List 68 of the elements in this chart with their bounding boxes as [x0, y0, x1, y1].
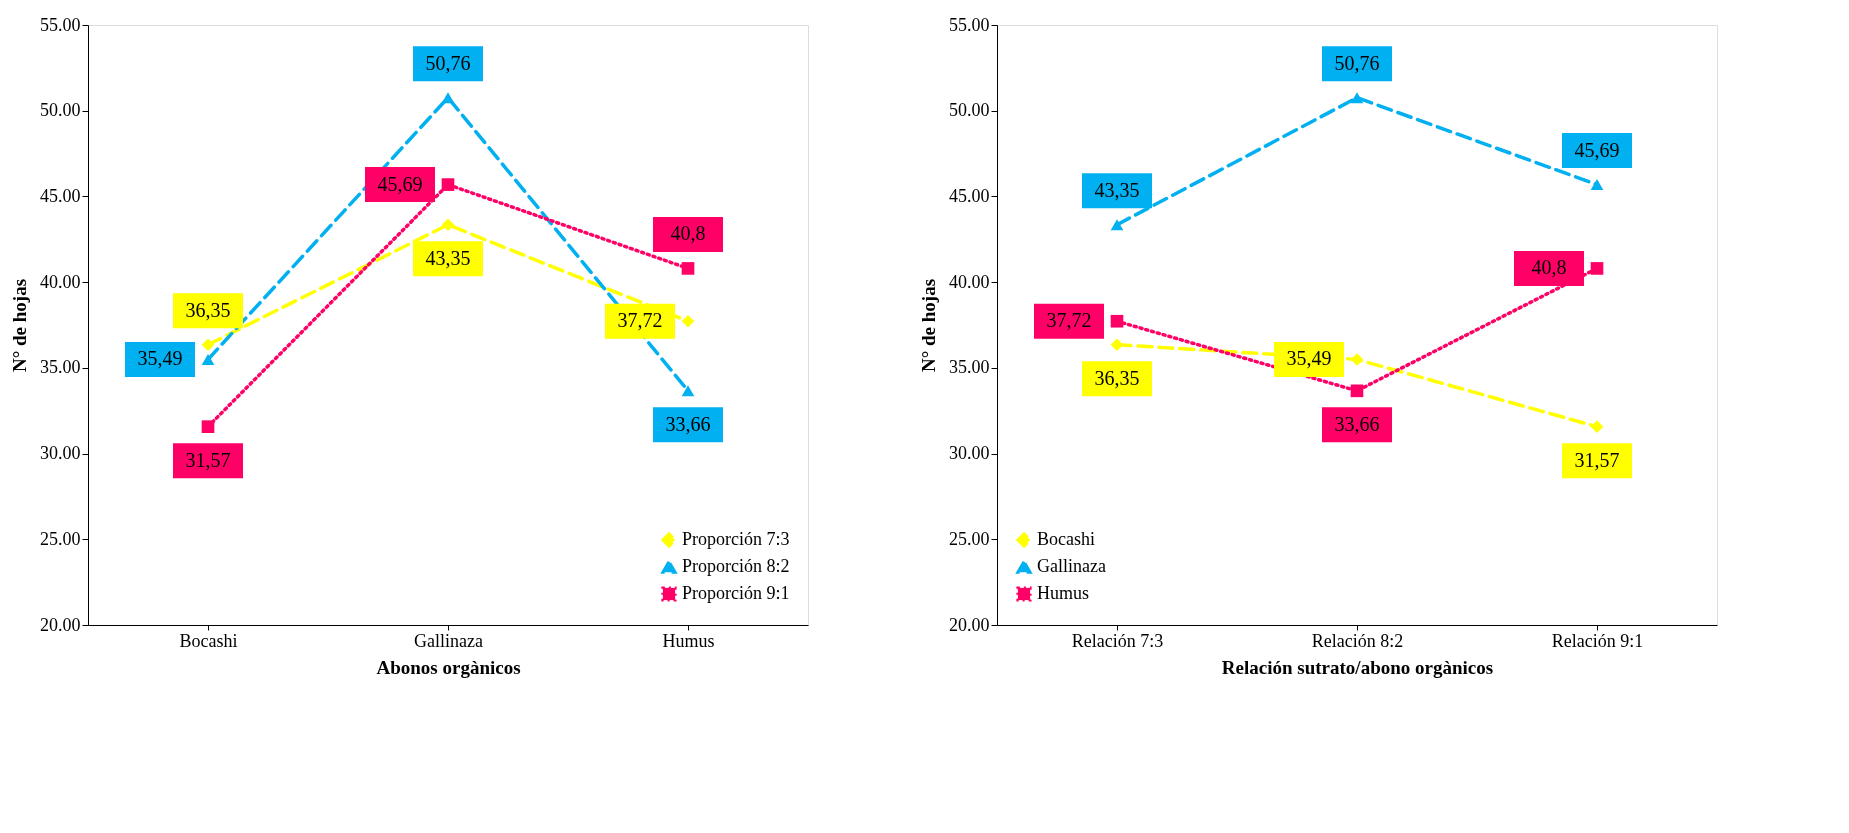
- data-label: 36,35: [1094, 366, 1140, 389]
- y-tick-label: 40.00: [40, 271, 81, 292]
- x-tick-label: Relación 9:1: [1551, 630, 1644, 651]
- data-label: 50,76: [425, 51, 471, 74]
- legend-label: Humus: [1037, 583, 1090, 603]
- point: [1590, 420, 1604, 433]
- legend-label: Proporción 9:1: [682, 583, 790, 603]
- point: [201, 338, 215, 352]
- y-tick-label: 20.00: [40, 614, 81, 635]
- y-tick-label: 25.00: [40, 528, 81, 549]
- point: [1350, 92, 1364, 104]
- y-tick-label: 35.00: [949, 357, 990, 378]
- data-label: 31,57: [1574, 448, 1620, 471]
- y-tick-label: 35.00: [40, 357, 81, 378]
- point: [1350, 353, 1364, 366]
- data-label: 45,69: [1574, 138, 1620, 161]
- data-label: 45,69: [377, 172, 423, 195]
- x-tick-label: Relación 7:3: [1071, 630, 1164, 651]
- legend-label: Proporción 7:3: [682, 529, 790, 549]
- data-label: 36,35: [185, 298, 231, 321]
- y-tick-label: 45.00: [949, 185, 990, 206]
- x-tick-label: Relación 8:2: [1311, 630, 1404, 651]
- point: [441, 218, 455, 232]
- y-tick-label: 50.00: [949, 100, 990, 121]
- point: [681, 385, 695, 397]
- x-axis-title: Abonos orgànicos: [376, 656, 521, 678]
- point: [441, 92, 455, 104]
- point: [1110, 338, 1124, 352]
- data-label: 31,57: [185, 448, 231, 471]
- point: [1350, 384, 1364, 398]
- point: [201, 420, 215, 433]
- legend-label: Bocashi: [1037, 529, 1095, 549]
- data-label: 40,8: [670, 222, 706, 245]
- x-tick-label: Humus: [662, 630, 715, 651]
- y-tick-label: 45.00: [40, 185, 81, 206]
- point: [1110, 314, 1124, 328]
- data-label: 43,35: [1094, 178, 1140, 201]
- y-tick-label: 20.00: [949, 614, 990, 635]
- y-tick-label: 30.00: [40, 443, 81, 464]
- x-tick-label: Gallinaza: [414, 630, 483, 651]
- y-axis-title: N° de hojas: [918, 278, 939, 373]
- data-label: 37,72: [1046, 309, 1092, 332]
- y-axis-title: N° de hojas: [9, 278, 30, 373]
- point: [1590, 179, 1604, 191]
- legend-label: Gallinaza: [1037, 556, 1106, 576]
- data-label: 40,8: [1531, 256, 1567, 279]
- point: [1110, 219, 1124, 231]
- data-label: 33,66: [665, 412, 711, 435]
- data-label: 33,66: [1334, 412, 1380, 435]
- point: [681, 262, 695, 275]
- data-label: 35,49: [1286, 347, 1332, 370]
- data-label: 35,49: [137, 347, 183, 370]
- data-label: 50,76: [1334, 51, 1380, 74]
- point: [681, 314, 695, 328]
- legend-label: Proporción 8:2: [682, 556, 790, 576]
- y-tick-label: 25.00: [949, 528, 990, 549]
- point: [201, 353, 215, 365]
- data-label: 37,72: [617, 309, 663, 332]
- y-tick-label: 50.00: [40, 100, 81, 121]
- point: [441, 178, 455, 191]
- y-tick-label: 30.00: [949, 443, 990, 464]
- x-axis-title: Relación sutrato/abono orgànicos: [1221, 656, 1494, 678]
- x-tick-label: Bocashi: [179, 630, 238, 651]
- y-tick-label: 40.00: [949, 271, 990, 292]
- y-tick-label: 55.00: [949, 14, 990, 35]
- y-tick-label: 55.00: [40, 14, 81, 35]
- data-label: 43,35: [425, 246, 471, 269]
- point: [1590, 262, 1604, 275]
